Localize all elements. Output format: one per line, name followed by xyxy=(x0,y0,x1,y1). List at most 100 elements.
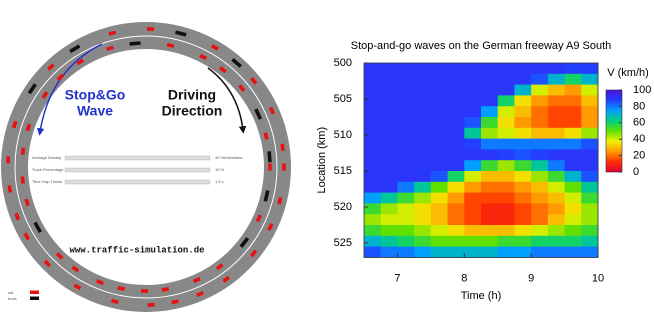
heat-cell xyxy=(464,117,482,129)
heat-cell xyxy=(364,84,382,96)
heat-cell xyxy=(464,203,482,215)
car xyxy=(196,290,204,298)
heat-cell xyxy=(581,95,599,107)
heat-cell xyxy=(364,117,382,129)
heat-cell xyxy=(380,117,398,129)
car xyxy=(215,263,224,271)
y-axis-label: Location (km) xyxy=(316,127,328,194)
simulation-panel: Stop&Go Wave Driving Direction www.traff… xyxy=(1,22,291,312)
colorbar-tick-label: 0 xyxy=(633,166,639,178)
car xyxy=(14,212,21,221)
heat-cell xyxy=(564,73,582,85)
colorbar-tick-label: 100 xyxy=(633,84,651,96)
heat-cell xyxy=(380,84,398,96)
car xyxy=(199,53,208,61)
car xyxy=(268,106,276,115)
heat-cell xyxy=(564,181,582,193)
slider-label: Average Density xyxy=(32,155,61,160)
truck xyxy=(239,237,250,248)
y-tick-label: 525 xyxy=(334,237,352,249)
heat-cell xyxy=(447,84,465,96)
heat-cell xyxy=(414,84,432,96)
heat-cell xyxy=(380,160,398,172)
car xyxy=(268,163,272,171)
heat-cell xyxy=(564,127,582,139)
heat-cell xyxy=(364,214,382,226)
heat-cell xyxy=(547,160,565,172)
heat-cell xyxy=(414,203,432,215)
heat-cell xyxy=(531,214,549,226)
heat-cell xyxy=(414,171,432,183)
heat-cell xyxy=(447,95,465,107)
heat-cell xyxy=(497,235,515,247)
heat-cell xyxy=(397,171,415,183)
slider[interactable] xyxy=(64,179,211,185)
heat-cell xyxy=(464,181,482,193)
colorbar-tick-label: 40 xyxy=(633,133,645,145)
heat-cell xyxy=(564,203,582,215)
heat-cell xyxy=(414,117,432,129)
heat-cell xyxy=(481,214,499,226)
car xyxy=(171,299,179,305)
heat-cell xyxy=(514,127,532,139)
heat-cell xyxy=(497,117,515,129)
heat-cell xyxy=(531,117,549,129)
car xyxy=(222,275,231,283)
heat-cell xyxy=(430,127,448,139)
heat-cell xyxy=(364,149,382,161)
heat-cell xyxy=(380,73,398,85)
car xyxy=(141,289,149,293)
heat-cell xyxy=(497,203,515,215)
car xyxy=(263,132,269,140)
heat-cell xyxy=(380,203,398,215)
heat-cell xyxy=(364,246,382,258)
slider[interactable] xyxy=(64,155,211,161)
heat-cell xyxy=(464,106,482,118)
heat-cell xyxy=(514,246,532,258)
car xyxy=(73,283,82,291)
heat-cell xyxy=(547,117,565,129)
colorbar-tick-label: 80 xyxy=(633,100,645,112)
heat-cell xyxy=(447,192,465,204)
heat-cell xyxy=(514,106,532,118)
heat-cell xyxy=(380,95,398,107)
heat-cell xyxy=(447,214,465,226)
heat-cell xyxy=(564,95,582,107)
heat-cell xyxy=(430,246,448,258)
heat-cell xyxy=(514,235,532,247)
slider[interactable] xyxy=(64,167,211,173)
heat-cell xyxy=(414,181,432,193)
heat-cell xyxy=(464,235,482,247)
heat-cell xyxy=(497,63,515,75)
car xyxy=(238,84,246,93)
car xyxy=(250,249,258,258)
heat-cell xyxy=(564,160,582,172)
car xyxy=(71,265,80,273)
heat-cell xyxy=(414,73,432,85)
heat-cell xyxy=(581,246,599,258)
heat-cell xyxy=(380,149,398,161)
heat-cell xyxy=(430,117,448,129)
heat-cell xyxy=(531,225,549,237)
heat-cell xyxy=(447,138,465,150)
heat-cell xyxy=(430,149,448,161)
heat-cell xyxy=(430,95,448,107)
heat-cell xyxy=(564,192,582,204)
truck xyxy=(267,151,272,163)
heat-cell xyxy=(581,214,599,226)
heat-cell xyxy=(547,149,565,161)
truck xyxy=(129,41,141,46)
heat-cell xyxy=(481,106,499,118)
heat-cell xyxy=(397,160,415,172)
heat-cell xyxy=(430,192,448,204)
heat-cell xyxy=(547,171,565,183)
heat-cell xyxy=(564,246,582,258)
heat-cell xyxy=(380,138,398,150)
heat-cell xyxy=(380,214,398,226)
heat-cell xyxy=(430,203,448,215)
heat-cell xyxy=(380,181,398,193)
heat-cell xyxy=(397,149,415,161)
car xyxy=(255,214,262,223)
heat-cell xyxy=(564,84,582,96)
